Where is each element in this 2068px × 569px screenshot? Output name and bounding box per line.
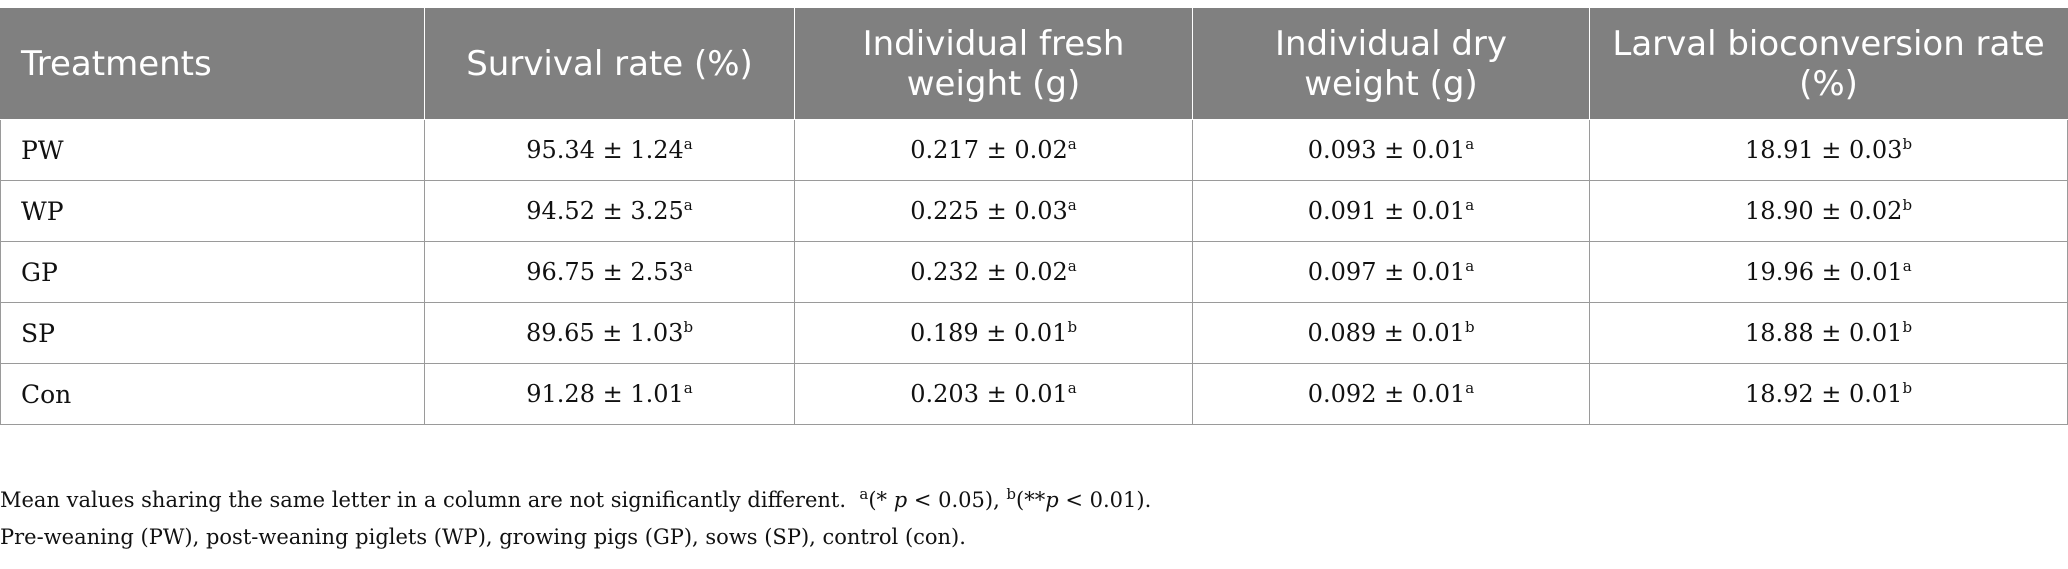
cell-value: 18.91 ± 0.03b — [1589, 119, 2068, 181]
row-label: SP — [0, 302, 425, 364]
cell-value: 0.217 ± 0.02a — [794, 119, 1193, 181]
cell-value: 0.089 ± 0.01b — [1192, 302, 1590, 364]
table-footnotes: Mean values sharing the same letter in a… — [0, 482, 1151, 556]
header-row: Treatments Survival rate (%) Individual … — [0, 8, 2068, 120]
cell-value: 95.34 ± 1.24a — [424, 119, 795, 181]
cell-value: 0.189 ± 0.01b — [794, 302, 1193, 364]
column-header-treatments: Treatments — [0, 8, 425, 120]
column-header-dry-weight: Individual dry weight (g) — [1192, 8, 1590, 120]
column-header-bioconversion-rate: Larval bioconversion rate (%) — [1589, 8, 2068, 120]
table-row: PW 95.34 ± 1.24a 0.217 ± 0.02a 0.093 ± 0… — [0, 119, 2068, 181]
cell-value: 0.232 ± 0.02a — [794, 241, 1193, 303]
table-row: Con 91.28 ± 1.01a 0.203 ± 0.01a 0.092 ± … — [0, 363, 2068, 425]
cell-value: 94.52 ± 3.25a — [424, 180, 795, 242]
cell-value: 19.96 ± 0.01a — [1589, 241, 2068, 303]
cell-value: 89.65 ± 1.03b — [424, 302, 795, 364]
table-row: SP 89.65 ± 1.03b 0.189 ± 0.01b 0.089 ± 0… — [0, 302, 2068, 364]
table-container: Treatments Survival rate (%) Individual … — [0, 8, 2068, 425]
footnote-abbreviations: Pre-weaning (PW), post-weaning piglets (… — [0, 525, 966, 549]
cell-value: 0.091 ± 0.01a — [1192, 180, 1590, 242]
footnote-significance: Mean values sharing the same letter in a… — [0, 485, 1152, 513]
cell-value: 0.097 ± 0.01a — [1192, 241, 1590, 303]
results-table: Treatments Survival rate (%) Individual … — [0, 8, 2068, 425]
column-header-fresh-weight: Individual fresh weight (g) — [794, 8, 1193, 120]
table-row: WP 94.52 ± 3.25a 0.225 ± 0.03a 0.091 ± 0… — [0, 180, 2068, 242]
cell-value: 18.88 ± 0.01b — [1589, 302, 2068, 364]
cell-value: 18.92 ± 0.01b — [1589, 363, 2068, 425]
row-label: GP — [0, 241, 425, 303]
cell-value: 0.093 ± 0.01a — [1192, 119, 1590, 181]
cell-value: 0.225 ± 0.03a — [794, 180, 1193, 242]
row-label: Con — [0, 363, 425, 425]
cell-value: 91.28 ± 1.01a — [424, 363, 795, 425]
cell-value: 18.90 ± 0.02b — [1589, 180, 2068, 242]
cell-value: 0.092 ± 0.01a — [1192, 363, 1590, 425]
table-row: GP 96.75 ± 2.53a 0.232 ± 0.02a 0.097 ± 0… — [0, 241, 2068, 303]
row-label: WP — [0, 180, 425, 242]
cell-value: 96.75 ± 2.53a — [424, 241, 795, 303]
row-label: PW — [0, 119, 425, 181]
cell-value: 0.203 ± 0.01a — [794, 363, 1193, 425]
column-header-survival-rate: Survival rate (%) — [424, 8, 795, 120]
